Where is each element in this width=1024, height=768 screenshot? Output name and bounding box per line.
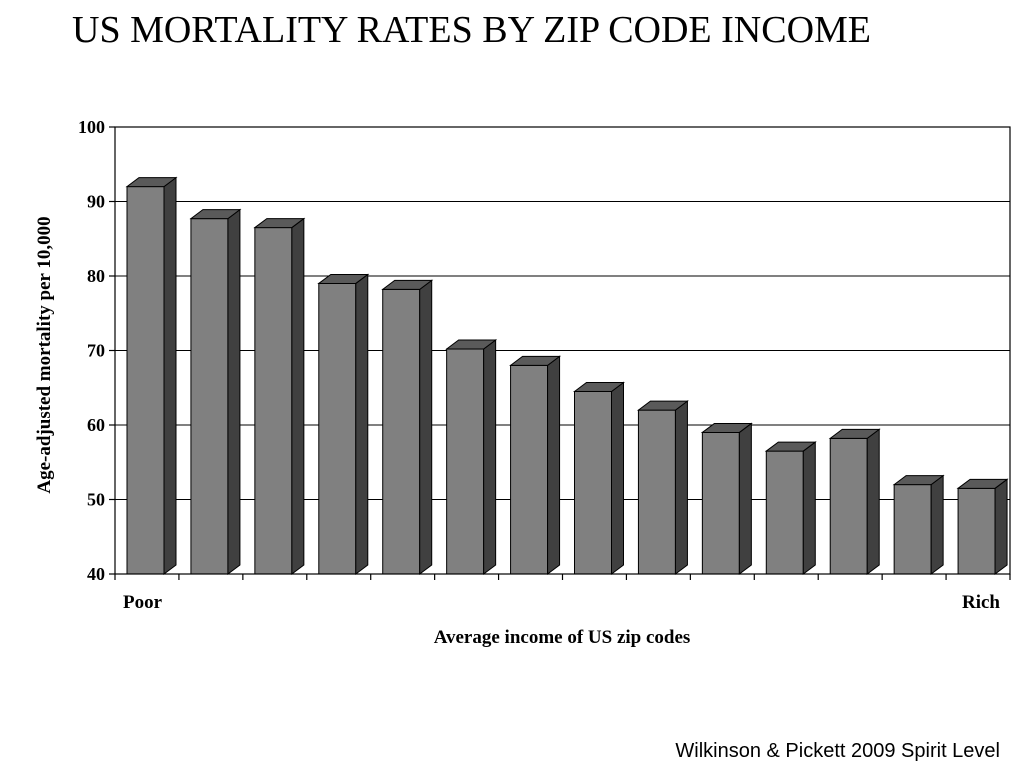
bar-side (419, 279, 433, 575)
bar (764, 441, 817, 575)
bar-top (956, 478, 1009, 489)
bar-side (355, 273, 369, 575)
bar-front (765, 450, 804, 575)
bar-top (636, 400, 689, 411)
bar-front (446, 348, 485, 575)
bar-front (126, 186, 165, 575)
y-tick-label: 60 (87, 415, 105, 435)
bar-top (189, 209, 242, 220)
y-tick-labels: 40 50 60 70 80 90 100 (78, 117, 105, 584)
bar-side (291, 217, 305, 575)
bar (892, 474, 945, 575)
bar-top (317, 273, 370, 284)
y-tick-label: 80 (87, 266, 105, 286)
bar-side (547, 355, 561, 575)
bar-front (382, 288, 421, 575)
bar-side (738, 422, 752, 575)
bar-side (930, 474, 944, 575)
bar (125, 176, 178, 575)
source-credit: Wilkinson & Pickett 2009 Spirit Level (675, 740, 1000, 762)
bar (700, 422, 753, 575)
x-end-label-right: Rich (962, 592, 1000, 613)
bar (253, 217, 306, 575)
bar (509, 355, 562, 575)
bar-top (573, 381, 625, 392)
bar-front (318, 282, 357, 575)
bar-top (764, 441, 817, 452)
y-tick-label: 50 (87, 490, 105, 510)
bars (125, 176, 1009, 575)
bar (317, 273, 370, 575)
x-axis-label: Average income of US zip codes (434, 627, 691, 648)
bar-side (674, 400, 688, 575)
y-tick-label: 40 (87, 564, 105, 584)
bar (381, 279, 434, 575)
bar-front (637, 409, 676, 575)
bar-front (701, 431, 740, 575)
bar-front (574, 390, 612, 575)
bar-front (190, 218, 229, 575)
bar-top (892, 475, 945, 486)
axes (109, 126, 1011, 580)
bar-front (254, 227, 293, 575)
bar-top (828, 428, 881, 439)
bar (956, 478, 1009, 575)
y-tick-label: 100 (78, 117, 105, 137)
bar (189, 208, 242, 575)
y-axis-label: Age-adjusted mortality per 10,000 (34, 216, 55, 493)
bar-top (509, 355, 562, 366)
bar-side (611, 381, 624, 575)
bar-side (483, 339, 497, 575)
bar (573, 381, 625, 575)
bar-top (700, 422, 753, 433)
bar-front (510, 364, 549, 575)
y-tick-label: 90 (87, 192, 105, 212)
x-end-label-left: Poor (123, 592, 163, 613)
bar-side (227, 208, 241, 575)
bar-top (381, 279, 434, 290)
bar-front (957, 487, 996, 575)
bar-front (829, 437, 868, 575)
bar-side (866, 428, 880, 575)
bar (828, 428, 881, 575)
bar-side (802, 441, 816, 575)
bar-side (994, 478, 1008, 575)
bar-top (253, 218, 306, 229)
bar-top (125, 177, 178, 188)
bar (445, 339, 498, 575)
bar-side (163, 176, 177, 575)
bar (636, 400, 689, 575)
bar-top (445, 339, 498, 350)
chart-title: US MORTALITY RATES BY ZIP CODE INCOME (72, 9, 872, 51)
y-tick-label: 70 (87, 341, 105, 361)
bar-front (893, 484, 932, 575)
